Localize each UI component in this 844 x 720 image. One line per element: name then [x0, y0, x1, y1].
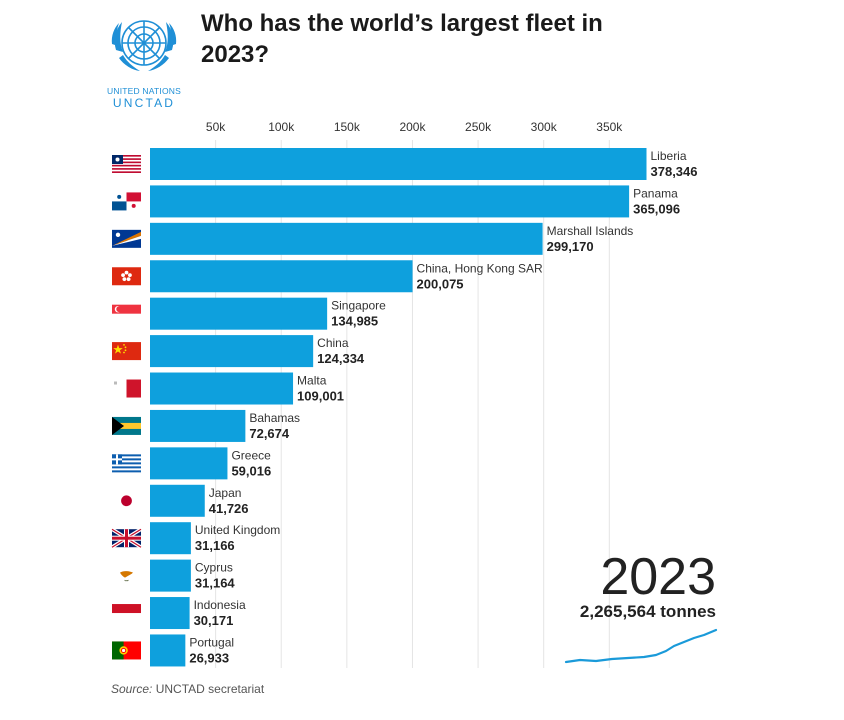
bar-value-label: 72,674 — [249, 426, 290, 441]
flag-malta-icon — [112, 379, 141, 398]
flag-bahamas-icon — [112, 416, 141, 435]
flag-liberia-icon — [112, 155, 141, 173]
bar — [150, 522, 191, 555]
logo-text-united-nations: UNITED NATIONS — [107, 86, 181, 96]
bar-value-label: 26,933 — [189, 650, 229, 665]
source-text: UNCTAD secretariat — [155, 682, 265, 696]
x-tick-label: 150k — [334, 120, 361, 134]
total-label: 2,265,564 tonnes — [580, 602, 716, 621]
bar-category-label: Japan — [209, 486, 242, 500]
bar-category-label: Marshall Islands — [547, 224, 634, 238]
flag-cyprus-icon — [112, 566, 141, 585]
bar-value-label: 59,016 — [231, 463, 271, 478]
source-note: Source: UNCTAD secretariat — [111, 682, 264, 696]
bar — [150, 597, 190, 630]
bar-category-label: Bahamas — [249, 411, 300, 425]
flag-panama-icon — [112, 192, 141, 211]
trend-sparkline — [564, 628, 718, 664]
bar-value-label: 365,096 — [633, 201, 680, 216]
bar-value-label: 134,985 — [331, 314, 378, 329]
x-tick-label: 300k — [531, 120, 558, 134]
flag-marshall-islands-icon — [112, 229, 141, 248]
x-tick-label: 350k — [596, 120, 623, 134]
bar-value-label: 378,346 — [651, 164, 698, 179]
logo-text-unctad: UNCTAD — [112, 96, 176, 110]
bar-category-label: Malta — [297, 374, 327, 388]
bar — [150, 372, 294, 405]
bar — [150, 335, 314, 368]
flag-greece-icon — [112, 454, 141, 473]
bar-value-label: 31,166 — [195, 538, 235, 553]
bar — [150, 185, 630, 218]
bar-value-label: 299,170 — [547, 239, 594, 254]
bar-category-label: Singapore — [331, 299, 386, 313]
flag-japan-icon — [112, 491, 141, 510]
x-tick-label: 200k — [399, 120, 426, 134]
bar-value-label: 31,164 — [195, 576, 236, 591]
bar — [150, 447, 228, 480]
x-tick-label: 50k — [206, 120, 226, 134]
bar-value-label: 124,334 — [317, 351, 365, 366]
bar-value-label: 200,075 — [417, 276, 464, 291]
bar — [150, 409, 246, 442]
flag-indonesia-icon — [112, 604, 141, 623]
x-tick-label: 100k — [268, 120, 295, 134]
flag-singapore-icon — [112, 304, 141, 323]
x-tick-label: 250k — [465, 120, 492, 134]
unctad-logo: UNITED NATIONS UNCTAD — [103, 10, 185, 110]
bar-value-label: 41,726 — [209, 501, 249, 516]
bar-value-label: 30,171 — [194, 613, 234, 628]
flag-china-icon — [112, 342, 141, 361]
bar-category-label: China — [317, 336, 349, 350]
bar-category-label: Indonesia — [194, 598, 246, 612]
bar — [150, 484, 205, 517]
bar — [150, 559, 191, 592]
bar — [150, 260, 413, 293]
flag-united-kingdom-icon — [111, 527, 142, 549]
bar-chart: 50k 100k 150k 200k 250k 300k 350k Liberia378,34… — [111, 120, 718, 668]
bar-category-label: Liberia — [651, 149, 687, 163]
flag-hong-kong-icon — [112, 267, 141, 286]
bar — [150, 297, 328, 330]
bar-value-label: 109,001 — [297, 389, 344, 404]
bar-category-label: Portugal — [189, 635, 234, 649]
bar — [150, 148, 647, 180]
bar-category-label: United Kingdom — [195, 523, 280, 537]
year-label: 2023 — [600, 548, 716, 606]
chart-title: Who has the world’s largest fleet in 202… — [201, 10, 603, 68]
bar — [150, 634, 186, 667]
bar — [150, 222, 543, 255]
bar-category-label: China, Hong Kong SAR — [417, 261, 543, 275]
bar-category-label: Greece — [231, 448, 271, 462]
bar-category-label: Cyprus — [195, 561, 233, 575]
flag-portugal-icon — [112, 641, 141, 660]
source-label: Source: — [111, 682, 153, 696]
un-emblem-icon — [111, 20, 177, 71]
bar-category-label: Panama — [633, 186, 678, 200]
